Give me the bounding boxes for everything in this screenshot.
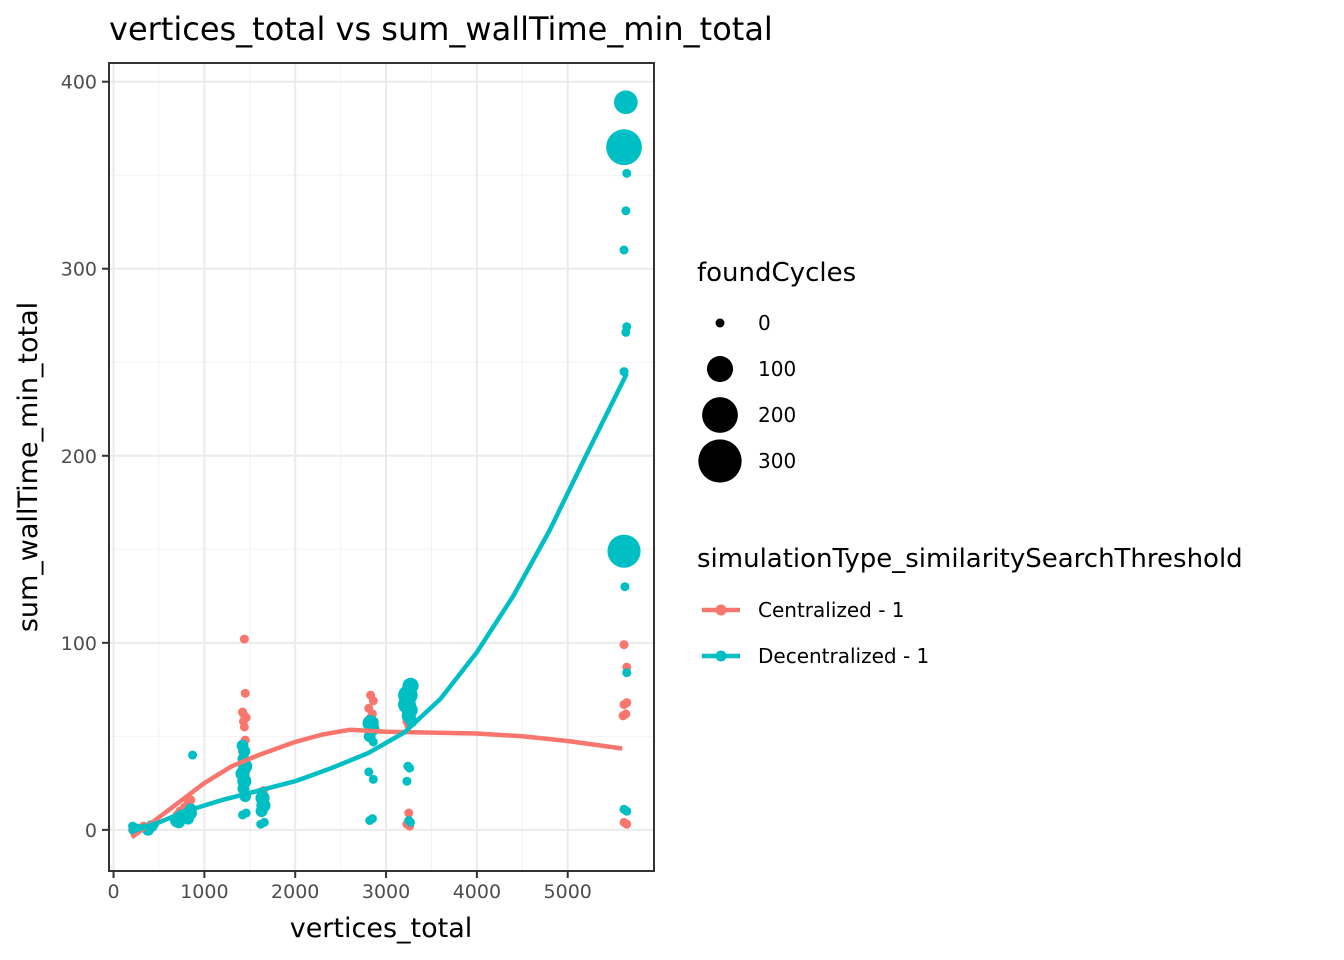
y-tick-label: 400 <box>61 72 97 94</box>
data-point <box>613 90 638 115</box>
data-point <box>622 168 632 178</box>
x-tick-label: 4000 <box>453 881 501 903</box>
x-tick-label: 3000 <box>362 881 410 903</box>
data-point <box>368 774 378 784</box>
y-tick-label: 0 <box>85 820 97 842</box>
data-point <box>620 582 630 592</box>
data-point <box>240 688 250 698</box>
data-point <box>364 767 374 777</box>
y-tick-label: 300 <box>61 259 97 281</box>
data-point <box>368 696 378 706</box>
data-point <box>622 806 632 816</box>
data-point <box>402 776 412 786</box>
data-point <box>239 722 249 732</box>
x-axis-ticks: 0 1000 2000 3000 4000 5000 <box>107 871 592 903</box>
color-legend-point <box>715 650 727 662</box>
y-axis-ticks: 0 100 200 300 400 <box>61 72 109 842</box>
major-gridlines <box>109 63 654 871</box>
data-point <box>621 206 631 216</box>
data-point <box>402 677 419 694</box>
data-point <box>239 634 249 644</box>
data-point <box>619 245 629 255</box>
data-point <box>619 640 629 650</box>
data-point <box>404 808 414 818</box>
smooth-line <box>130 372 629 834</box>
data-point <box>619 700 629 710</box>
x-axis-title: vertices_total <box>290 913 473 944</box>
size-legend: 0 100 200 300 <box>698 311 796 483</box>
size-legend-label: 100 <box>758 357 796 381</box>
chart-title: vertices_total vs sum_wallTime_min_total <box>109 10 773 48</box>
data-point <box>255 805 268 818</box>
x-tick-label: 0 <box>107 881 119 903</box>
size-legend-title: foundCycles <box>697 258 856 288</box>
plot-panel-border <box>108 62 655 872</box>
data-point <box>621 327 631 337</box>
data-point <box>622 668 632 678</box>
color-legend: Centralized - 1 Decentralized - 1 <box>702 598 929 668</box>
data-point <box>606 129 642 166</box>
size-legend-key <box>698 439 742 483</box>
x-tick-label: 5000 <box>544 881 592 903</box>
size-legend-key <box>706 355 734 383</box>
color-legend-title: simulationType_similaritySearchThreshold <box>697 544 1243 574</box>
y-axis-title: sum_wallTime_min_total <box>13 302 44 632</box>
data-point <box>368 737 378 747</box>
data-point <box>188 750 198 760</box>
smooth-line <box>130 727 623 840</box>
color-legend-point <box>715 604 727 616</box>
data-point <box>607 534 641 568</box>
data-point <box>618 711 628 721</box>
data-point <box>406 817 416 827</box>
size-legend-label: 0 <box>758 311 771 335</box>
data-point <box>241 808 251 818</box>
size-legend-label: 200 <box>758 403 796 427</box>
x-tick-label: 2000 <box>271 881 319 903</box>
size-legend-label: 300 <box>758 449 796 473</box>
x-tick-label: 1000 <box>180 881 228 903</box>
data-point <box>367 814 377 824</box>
data-point <box>622 819 632 829</box>
color-legend-label: Centralized - 1 <box>758 598 905 622</box>
minor-gridlines <box>109 63 654 871</box>
color-legend-label: Decentralized - 1 <box>758 644 929 668</box>
data-point <box>256 819 266 829</box>
size-legend-key <box>702 397 738 433</box>
data-point <box>403 761 413 771</box>
plot-panel-background <box>109 63 654 871</box>
y-tick-label: 100 <box>61 633 97 655</box>
size-legend-key <box>715 318 725 328</box>
smooth-lines <box>130 372 629 840</box>
y-tick-label: 200 <box>61 446 97 468</box>
